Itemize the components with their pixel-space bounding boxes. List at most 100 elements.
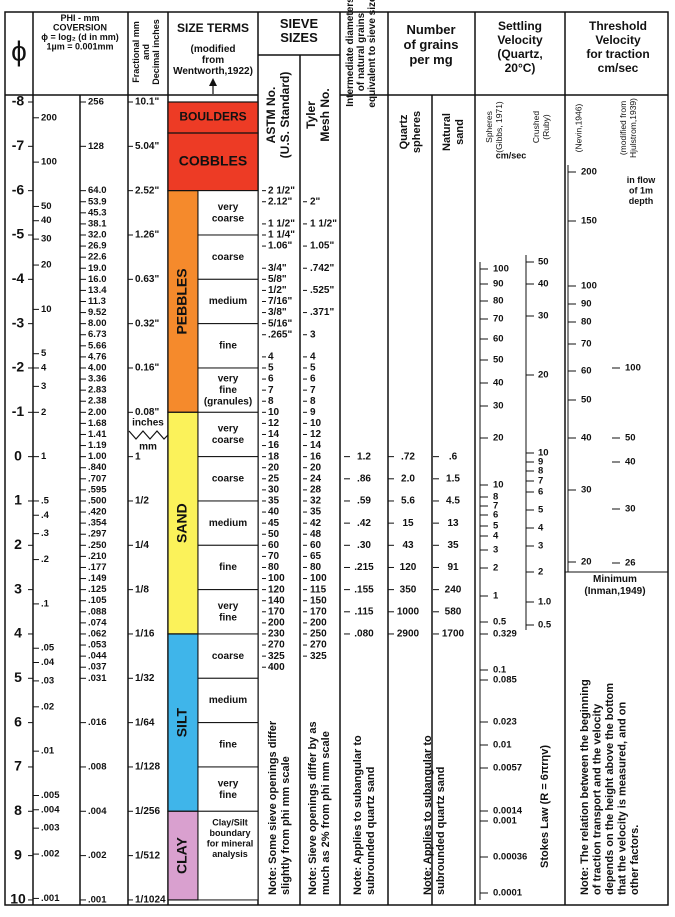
size-terms-source-line: from [202,55,224,66]
mm-value: .177 [88,562,107,573]
sieve-tyler: 5 [310,363,316,374]
phi-label: -2 [12,359,25,375]
sieve-astm: 2 1/2" [268,185,295,196]
size-subclass-name-line: coarse [212,435,245,446]
size-subclass-name-line: very [218,202,239,213]
natural-header-line: sand [454,119,466,145]
natural-sand: 13 [447,518,459,529]
fractional-value: 1/256 [135,806,160,817]
size-class [167,411,199,635]
settling-crushed: 40 [538,279,549,290]
size-subclass [197,500,259,546]
mm-value: 4.00 [88,362,107,373]
size-subclass [197,766,259,812]
size-subclass-name: medium [209,518,247,529]
sieve-astm: 170 [268,606,285,617]
threshold-nevin: 70 [581,339,592,350]
threshold-nevin: 200 [581,167,597,178]
settling-spheres: 0.0014 [493,806,523,817]
size-subclass-name: fine [219,739,237,750]
mm-scale-label: 20 [41,260,52,271]
settling-spheres: 80 [493,296,504,307]
mm-scale-label: 5 [41,348,47,359]
phi-label: -1 [12,403,25,419]
clay-note-line: boundary [209,828,250,838]
unit-label: inches [132,418,164,429]
sieve-tyler: 170 [310,606,327,617]
sieve-header-line: SIEVE [280,16,319,31]
phi-symbol: ϕ [11,35,27,66]
phi-label: -4 [12,270,25,286]
mm-value: .125 [88,584,107,595]
threshold-nevin: 60 [581,366,592,377]
mm-value: 1.68 [88,418,107,429]
quartz-spheres: 350 [400,584,417,595]
quartz-spheres: 2.0 [401,473,415,484]
mm-value: .149 [88,573,107,584]
sieve-header-line: SIZES [280,30,318,45]
size-subclass-name: fine [219,562,237,573]
fractional-value: 1/32 [135,673,155,684]
quartz-header-line: Quartz [398,114,410,149]
settling-crushed: 8 [538,466,543,477]
sieve-astm: 3/8" [268,307,287,318]
threshold-note-line: depends on the height above the bottom [604,683,616,895]
mm-value: .037 [88,662,107,673]
settling-spheres: 100 [493,264,509,275]
mm-value: .105 [88,595,107,606]
settling-spheres: 0.001 [493,816,517,827]
quartz-spheres: 43 [402,540,414,551]
fractional-value: 0.16" [135,363,159,374]
tyler-note: Note: Sieve openings differ by asmuch as… [307,721,332,895]
mm-scale-label: .5 [41,495,50,506]
sieve-tyler: 250 [310,629,327,640]
size-subclass-name: very coarse [212,202,245,225]
mm-scale-label: .004 [41,804,60,815]
size-subclass-name-line: very [218,373,239,384]
mm-value: .002 [88,850,107,861]
sieve-astm: 40 [268,507,280,518]
fractional-value: 1/4 [135,540,149,551]
threshold-nevin: 90 [581,299,592,310]
mm-scale-label: .04 [41,657,55,668]
sieve-tyler: 6 [310,374,316,385]
conversion-header-line: 1µm = 0.001mm [47,42,114,52]
sieve-tyler: 8 [310,396,316,407]
diameters: .86 [357,473,371,484]
phi-label: 2 [14,536,22,552]
size-subclass [197,722,259,768]
mm-value: 8.00 [88,318,107,329]
sieve-tyler: 2" [310,196,321,207]
sieve-tyler: 24 [310,473,322,484]
mm-value: .053 [88,640,107,651]
sieve-astm: 400 [268,662,285,673]
astm-note-line: slightly from phi mm scale [280,756,292,895]
diameters: .30 [357,540,371,551]
size-class [167,101,259,134]
phi-label: 8 [14,802,22,818]
settling-spheres: 3 [493,545,498,556]
sieve-astm: 1 1/4" [268,230,295,241]
mm-value: 3.36 [88,374,107,385]
diameters: 1.2 [357,451,371,462]
size-subclass-name: medium [209,695,247,706]
sieve-tyler: 1.05" [310,241,334,252]
mm-value: .004 [88,806,107,817]
sieve-astm: 140 [268,595,285,606]
fractional-header: Fractional mmandDecimal inches [131,19,161,85]
size-subclass [197,367,259,413]
settling-crushed: 10 [538,448,549,459]
diameters: .155 [354,584,374,595]
size-subclass-name-line: very [218,778,239,789]
settling-spheres: 6 [493,510,498,521]
settling-header-line: Settling [498,19,542,33]
sieve-astm: 1 1/2" [268,219,295,230]
crushed-header-line: Crushed [531,111,541,143]
sieve-tyler: 100 [310,573,327,584]
natural-sand: 580 [445,606,462,617]
sieve-header: SIEVE SIZES [280,16,319,45]
clay-note-line: Clay/Silt [212,818,248,828]
sieve-tyler: 9 [310,407,316,418]
size-class [167,633,199,812]
mm-value: 1.00 [88,451,107,462]
